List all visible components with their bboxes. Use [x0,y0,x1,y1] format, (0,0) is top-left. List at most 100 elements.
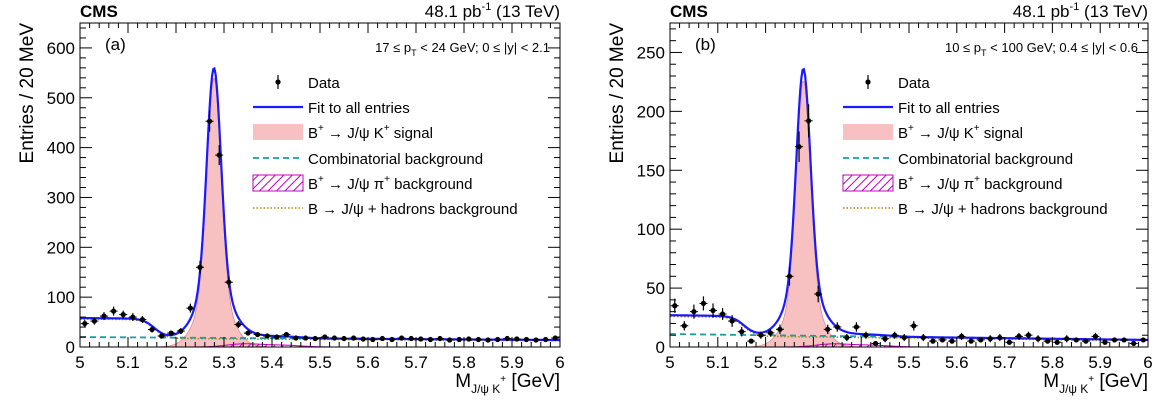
data-point [691,309,697,315]
x-tick-label: 5 [665,353,674,372]
cuts-part: 10 ≤ p [945,40,981,55]
legend: Data Fit to all entries B + → J/ψ K + signal… [252,75,518,218]
legend-signal-swatch [843,124,893,140]
x-axis-label-unit: [GeV] [1094,371,1148,392]
data-point [187,305,193,311]
data-point [978,337,984,343]
x-tick-label: 6 [1143,353,1152,372]
x-tick-label: 5.1 [116,353,140,372]
data-point [777,326,783,332]
legend-label-hadrons: B → J/ψ + hadrons background [308,201,518,218]
data-point [408,335,414,342]
x-axis-label-main: M [455,371,471,392]
legend-jpsipi-text: → J/ψ π [914,176,974,193]
data-point [1083,338,1089,344]
data-point [844,334,850,341]
data-point [418,336,424,342]
legend-signal-text: → J/ψ K [914,125,974,142]
data-point [939,337,946,343]
data-point [235,321,241,328]
data-point [786,273,793,279]
x-tick-label: 5.2 [164,353,188,372]
legend-signal-text: B [898,125,908,142]
legend-signal-text: → J/ψ K [324,125,384,142]
data-point [226,279,232,285]
y-tick-label: 100 [637,220,665,239]
cuts-part: < 100 GeV; 0.4 ≤ |y| < 0.6 [987,40,1138,55]
data-point [815,291,821,297]
y-axis-label: Entries / 20 MeV [17,23,38,164]
legend-signal-sup: + [908,123,914,134]
x-axis-label-sup: + [500,374,506,385]
legend-jpsipi-text: B [898,176,908,193]
data-point [466,336,472,342]
legend-label-combinatorial: Combinatorial background [308,151,483,168]
data-point [968,338,974,344]
data-point [1035,336,1041,342]
data-point [863,332,869,338]
legend-data-marker [865,79,871,85]
data-point [82,320,88,327]
x-tick-label: 5.6 [356,353,380,372]
data-point [159,333,165,339]
data-point [360,336,366,342]
x-axis-label-sub: J/ψ K [471,382,500,396]
data-point [370,336,376,343]
data-point [1092,333,1099,339]
legend-signal-text: signal [390,125,433,142]
x-tick-label: 5 [75,353,84,372]
data-point [806,118,812,124]
data-point [729,318,735,324]
data-point [130,314,136,320]
kinematic-cuts: 10 ≤ pT < 100 GeV; 0.4 ≤ |y| < 0.6 [945,40,1138,58]
lumi-energy: (13 TeV) [1084,2,1148,21]
x-axis-label-unit: [GeV] [506,371,560,392]
y-tick-label: 500 [47,89,75,108]
legend-label-fit: Fit to all entries [898,100,1000,117]
legend-jpsipi-swatch [842,174,894,192]
legend-data-marker [275,79,281,85]
data-point [427,336,433,343]
data-point [1073,337,1079,343]
legend-label-data: Data [308,75,340,92]
data-point [293,335,299,341]
cuts-subscript: T [411,48,417,58]
cuts-part: 17 ≤ p [375,40,411,55]
y-tick-label: 50 [646,279,665,298]
data-point [872,340,879,347]
data-point [758,332,764,338]
x-axis-label: MJ/ψ K+ [GeV] [455,371,560,396]
legend-label-data: Data [898,75,930,92]
legend-jpsipi-sup: + [384,174,390,185]
experiment-label: CMS [670,2,708,21]
data-point [389,336,395,343]
experiment-label: CMS [80,2,118,21]
lumi-value: 48.1 pb [425,2,482,21]
y-tick-label: 600 [47,39,75,58]
data-point [949,338,955,344]
x-axis-label-sup: + [1088,374,1094,385]
x-axis-label-main: M [1043,371,1059,392]
data-point [987,336,993,342]
y-tick-label: 150 [637,161,665,180]
x-tick-label: 5.9 [1088,353,1112,372]
data-point [101,313,107,319]
legend-jpsipi-sup: + [318,174,324,185]
x-tick-label: 5.7 [404,353,428,372]
data-point [379,335,385,342]
data-point [1131,340,1137,347]
legend-signal-text: B [308,125,318,142]
legend-signal-sup: + [974,123,980,134]
lumi-exponent: -1 [1070,1,1080,13]
data-point [710,307,716,314]
legend-signal-text: signal [980,125,1023,142]
legend-label-fit: Fit to all entries [308,100,410,117]
panel-b: 5 5.1 5.2 5.3 5.4 5.5 5.6 5.7 5.8 5.9 6 0 50 100 150 20… [607,1,1153,396]
data-point [1064,336,1070,342]
data-point [456,336,462,343]
x-tick-label: 6 [555,353,564,372]
data-point [351,335,357,341]
data-point [892,332,898,338]
data-point [853,324,860,330]
